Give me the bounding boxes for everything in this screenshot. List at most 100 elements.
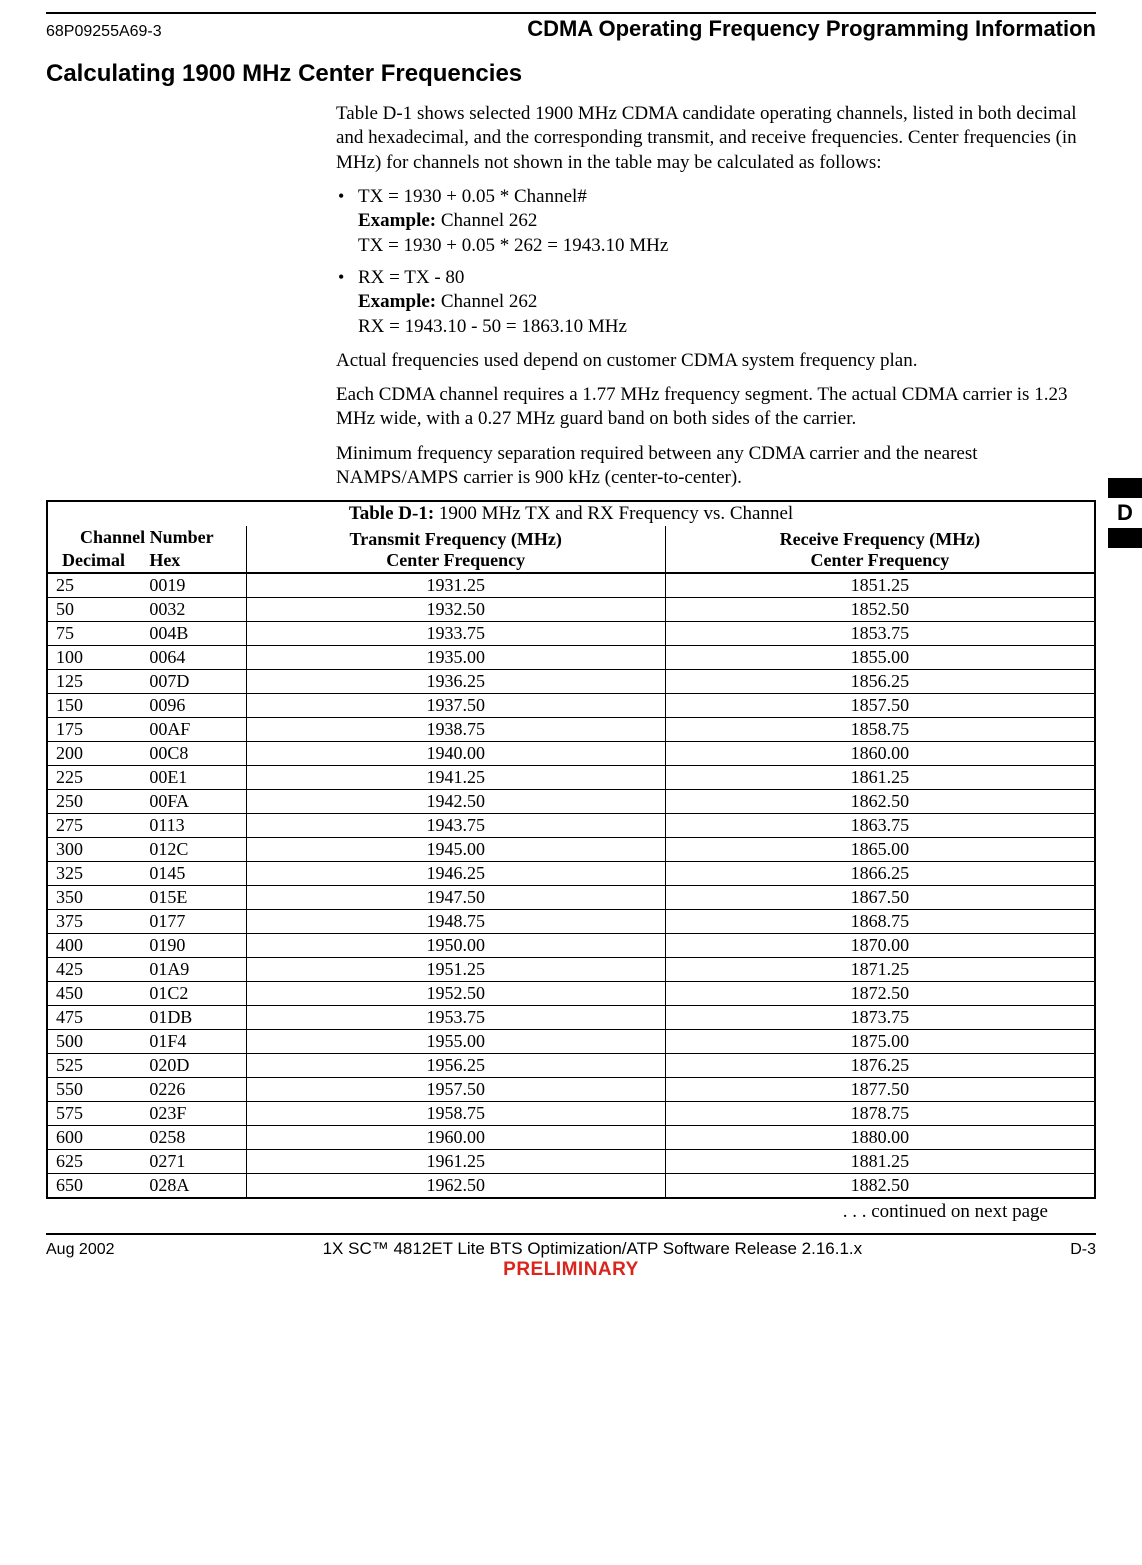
cell-rx: 1881.25 xyxy=(665,1149,1095,1173)
bullet-tx: TX = 1930 + 0.05 * Channel# Example: Cha… xyxy=(336,185,1096,258)
cell-rx: 1857.50 xyxy=(665,693,1095,717)
table-row: 350015E1947.501867.50 xyxy=(47,885,1095,909)
cell-decimal: 450 xyxy=(47,981,141,1005)
col-header-rx-top: Receive Frequency (MHz) xyxy=(780,529,981,549)
cell-decimal: 250 xyxy=(47,789,141,813)
cell-rx: 1862.50 xyxy=(665,789,1095,813)
paragraph-segment: Each CDMA channel requires a 1.77 MHz fr… xyxy=(336,383,1096,432)
doc-number: 68P09255A69-3 xyxy=(46,23,162,41)
cell-tx: 1945.00 xyxy=(246,837,665,861)
section-heading: Calculating 1900 MHz Center Frequencies xyxy=(46,60,1096,88)
tx-example-line: Example: Channel 262 xyxy=(358,209,1096,233)
side-tab-letter: D xyxy=(1108,498,1142,528)
cell-rx: 1867.50 xyxy=(665,885,1095,909)
cell-hex: 0258 xyxy=(141,1125,246,1149)
cell-tx: 1958.75 xyxy=(246,1101,665,1125)
cell-rx: 1858.75 xyxy=(665,717,1095,741)
cell-decimal: 175 xyxy=(47,717,141,741)
cell-hex: 0271 xyxy=(141,1149,246,1173)
cell-tx: 1955.00 xyxy=(246,1029,665,1053)
cell-decimal: 600 xyxy=(47,1125,141,1149)
cell-rx: 1880.00 xyxy=(665,1125,1095,1149)
caption-label: Table D-1: xyxy=(349,503,434,524)
cell-hex: 012C xyxy=(141,837,246,861)
cell-rx: 1882.50 xyxy=(665,1173,1095,1198)
table-row: 40001901950.001870.00 xyxy=(47,933,1095,957)
example-label: Example: xyxy=(358,210,436,231)
cell-rx: 1876.25 xyxy=(665,1053,1095,1077)
cell-hex: 020D xyxy=(141,1053,246,1077)
caption-text: 1900 MHz TX and RX Frequency vs. Channel xyxy=(434,503,793,524)
tx-example-calc: TX = 1930 + 0.05 * 262 = 1943.10 MHz xyxy=(358,234,1096,258)
table-row: 575023F1958.751878.75 xyxy=(47,1101,1095,1125)
footer-date: Aug 2002 xyxy=(46,1241,115,1259)
side-tab-block-top xyxy=(1108,478,1142,498)
cell-decimal: 325 xyxy=(47,861,141,885)
cell-tx: 1938.75 xyxy=(246,717,665,741)
example-text: Channel 262 xyxy=(436,291,537,312)
table-row: 37501771948.751868.75 xyxy=(47,909,1095,933)
table-row: 32501451946.251866.25 xyxy=(47,861,1095,885)
table-caption: Table D-1: 1900 MHz TX and RX Frequency … xyxy=(47,501,1095,526)
cell-decimal: 100 xyxy=(47,645,141,669)
table-row: 300012C1945.001865.00 xyxy=(47,837,1095,861)
cell-tx: 1936.25 xyxy=(246,669,665,693)
cell-decimal: 50 xyxy=(47,597,141,621)
cell-rx: 1878.75 xyxy=(665,1101,1095,1125)
table-row: 47501DB1953.751873.75 xyxy=(47,1005,1095,1029)
table-row: 2500191931.251851.25 xyxy=(47,573,1095,598)
cell-hex: 00C8 xyxy=(141,741,246,765)
cell-decimal: 350 xyxy=(47,885,141,909)
cell-hex: 00FA xyxy=(141,789,246,813)
cell-hex: 0019 xyxy=(141,573,246,598)
cell-rx: 1851.25 xyxy=(665,573,1095,598)
table-row: 125007D1936.251856.25 xyxy=(47,669,1095,693)
col-header-tx-bot: Center Frequency xyxy=(386,550,525,570)
cell-hex: 01F4 xyxy=(141,1029,246,1053)
cell-hex: 004B xyxy=(141,621,246,645)
table-row: 55002261957.501877.50 xyxy=(47,1077,1095,1101)
cell-rx: 1871.25 xyxy=(665,957,1095,981)
cell-decimal: 75 xyxy=(47,621,141,645)
cell-hex: 0226 xyxy=(141,1077,246,1101)
cell-tx: 1961.25 xyxy=(246,1149,665,1173)
page-footer: Aug 2002 1X SC™ 4812ET Lite BTS Optimiza… xyxy=(46,1235,1096,1259)
cell-tx: 1962.50 xyxy=(246,1173,665,1198)
table-row: 5000321932.501852.50 xyxy=(47,597,1095,621)
cell-decimal: 25 xyxy=(47,573,141,598)
cell-rx: 1865.00 xyxy=(665,837,1095,861)
example-text: Channel 262 xyxy=(436,210,537,231)
preliminary-label: PRELIMINARY xyxy=(46,1259,1096,1281)
cell-tx: 1932.50 xyxy=(246,597,665,621)
cell-hex: 0177 xyxy=(141,909,246,933)
cell-decimal: 200 xyxy=(47,741,141,765)
cell-hex: 01A9 xyxy=(141,957,246,981)
col-header-channel-top: Channel Number xyxy=(80,527,214,547)
footer-page: D-3 xyxy=(1070,1241,1096,1259)
cell-rx: 1860.00 xyxy=(665,741,1095,765)
cell-decimal: 575 xyxy=(47,1101,141,1125)
cell-rx: 1873.75 xyxy=(665,1005,1095,1029)
cell-tx: 1946.25 xyxy=(246,861,665,885)
paragraph-separation: Minimum frequency separation required be… xyxy=(336,442,1096,491)
cell-hex: 007D xyxy=(141,669,246,693)
cell-decimal: 400 xyxy=(47,933,141,957)
rx-example-calc: RX = 1943.10 - 50 = 1863.10 MHz xyxy=(358,315,1096,339)
cell-tx: 1952.50 xyxy=(246,981,665,1005)
cell-tx: 1935.00 xyxy=(246,645,665,669)
cell-tx: 1947.50 xyxy=(246,885,665,909)
cell-tx: 1956.25 xyxy=(246,1053,665,1077)
col-header-decimal: Decimal xyxy=(47,549,141,573)
cell-hex: 0064 xyxy=(141,645,246,669)
cell-tx: 1943.75 xyxy=(246,813,665,837)
table-row: 45001C21952.501872.50 xyxy=(47,981,1095,1005)
cell-rx: 1877.50 xyxy=(665,1077,1095,1101)
table-row: 22500E11941.251861.25 xyxy=(47,765,1095,789)
cell-rx: 1868.75 xyxy=(665,909,1095,933)
cell-tx: 1941.25 xyxy=(246,765,665,789)
cell-tx: 1931.25 xyxy=(246,573,665,598)
table-row: 27501131943.751863.75 xyxy=(47,813,1095,837)
side-tab: D xyxy=(1108,478,1142,548)
col-header-channel: Channel Number xyxy=(47,526,246,549)
side-tab-block-bottom xyxy=(1108,528,1142,548)
